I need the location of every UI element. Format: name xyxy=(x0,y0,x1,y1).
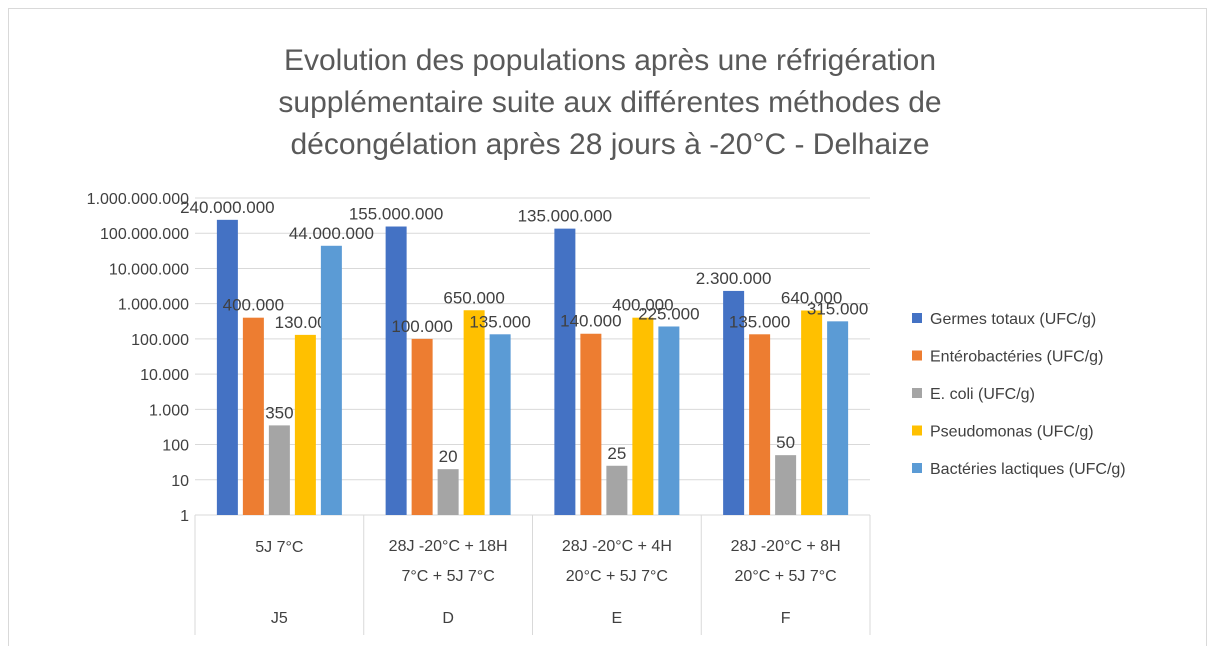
legend-swatch xyxy=(912,313,922,323)
y-tick-label: 1.000.000 xyxy=(118,297,189,314)
legend-swatch xyxy=(912,425,922,436)
data-label: 100.000 xyxy=(391,317,452,336)
data-label: 155.000.000 xyxy=(349,205,444,224)
bar xyxy=(294,334,316,515)
bar xyxy=(775,455,797,515)
x-tick-label: 7°C + 5J 7°C xyxy=(401,568,494,585)
x-tick-label: 20°C + 5J 7°C xyxy=(735,568,837,585)
bar xyxy=(554,228,576,515)
bar xyxy=(463,310,485,515)
y-tick-label: 100.000 xyxy=(131,332,189,349)
data-label: 140.000 xyxy=(560,312,621,331)
data-label: 44.000.000 xyxy=(289,224,374,243)
legend-label: Pseudomonas (UFC/g) xyxy=(930,424,1094,441)
data-label: 350 xyxy=(265,403,293,422)
y-tick-label: 10.000 xyxy=(140,367,189,384)
data-label: 20 xyxy=(439,447,458,466)
bar xyxy=(827,321,849,515)
x-tick-label: 28J -20°C + 18H xyxy=(389,538,508,555)
x-tick-label: 28J -20°C + 8H xyxy=(731,538,841,555)
data-label: 400.000 xyxy=(612,296,673,315)
bar xyxy=(489,334,511,515)
group-label: D xyxy=(442,610,454,627)
y-tick-label: 10 xyxy=(171,473,189,490)
data-label: 640.000 xyxy=(781,288,842,307)
legend-swatch xyxy=(912,388,922,398)
legend-swatch xyxy=(912,463,922,473)
bar xyxy=(385,226,407,515)
data-label: 650.000 xyxy=(443,288,504,307)
legend-label: Entérobactéries (UFC/g) xyxy=(930,349,1103,366)
bar xyxy=(242,317,264,515)
bar xyxy=(268,425,290,515)
group-label: F xyxy=(781,610,791,627)
data-label: 400.000 xyxy=(223,296,284,315)
x-tick-label: 5J 7°C xyxy=(255,539,303,556)
legend-label: Germes totaux (UFC/g) xyxy=(930,311,1096,328)
data-label: 130.000 xyxy=(275,313,336,332)
bar xyxy=(723,290,745,515)
data-label: 315.000 xyxy=(807,299,868,318)
chart-title: décongélation après 28 jours à -20°C - D… xyxy=(290,128,929,161)
data-label: 50 xyxy=(776,433,795,452)
data-label: 225.000 xyxy=(638,304,699,323)
chart-border xyxy=(8,8,1207,646)
y-tick-label: 10.000.000 xyxy=(109,261,189,278)
bar xyxy=(411,338,433,515)
bar xyxy=(320,245,342,515)
legend-label: E. coli (UFC/g) xyxy=(930,386,1035,403)
bar xyxy=(658,326,680,515)
bar xyxy=(437,469,459,515)
data-label: 25 xyxy=(607,444,626,463)
y-tick-label: 1.000.000.000 xyxy=(87,191,189,208)
bar xyxy=(580,333,602,515)
group-label: E xyxy=(612,610,623,627)
legend-swatch xyxy=(912,350,922,361)
data-label: 2.300.000 xyxy=(696,269,772,288)
bar xyxy=(632,317,654,515)
y-tick-label: 1 xyxy=(180,508,189,525)
chart-title: supplémentaire suite aux différentes mét… xyxy=(278,86,941,119)
data-label: 135.000 xyxy=(729,312,790,331)
y-tick-label: 1.000 xyxy=(149,402,189,419)
bar xyxy=(749,334,771,515)
bar xyxy=(801,310,823,515)
x-tick-label: 28J -20°C + 4H xyxy=(562,538,672,555)
group-label: J5 xyxy=(271,610,288,627)
x-tick-label: 20°C + 5J 7°C xyxy=(566,568,668,585)
bar xyxy=(606,465,628,515)
bar xyxy=(216,219,238,516)
y-tick-label: 100 xyxy=(162,438,189,455)
data-label: 135.000.000 xyxy=(518,207,613,226)
legend-label: Bactéries lactiques (UFC/g) xyxy=(930,461,1126,478)
y-tick-label: 100.000.000 xyxy=(100,226,189,243)
chart-title: Evolution des populations après une réfr… xyxy=(284,44,936,77)
data-label: 240.000.000 xyxy=(180,198,275,217)
data-label: 135.000 xyxy=(469,312,530,331)
